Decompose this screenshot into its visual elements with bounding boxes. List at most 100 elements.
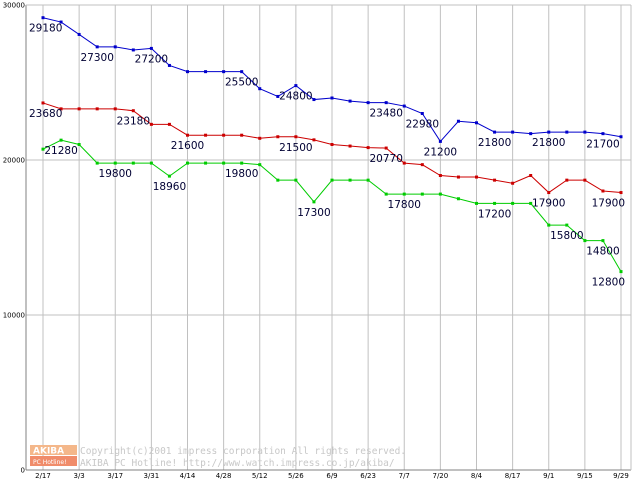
data-point	[511, 130, 515, 134]
data-point	[240, 133, 244, 137]
data-point	[167, 63, 171, 67]
data-point	[420, 112, 424, 115]
x-tick-label: 6/9	[326, 472, 337, 480]
data-point	[41, 101, 45, 105]
data-point	[95, 161, 99, 165]
data-point	[475, 121, 478, 125]
data-label: 17800	[388, 199, 421, 211]
data-point	[59, 20, 63, 24]
akiba-logo-bottom	[30, 456, 77, 466]
data-point	[204, 133, 208, 137]
data-point	[204, 161, 208, 165]
data-label: 24800	[279, 91, 312, 103]
data-point	[456, 175, 460, 179]
data-point	[41, 147, 45, 151]
x-tick-label: 7/7	[399, 472, 410, 480]
data-point	[330, 96, 334, 100]
series-2: 23680 23180 21600 21500 20770 17900 17900	[29, 101, 625, 210]
data-point	[420, 192, 424, 196]
data-point	[77, 143, 81, 146]
copyright-line: Copyright(c)2001 impress corporation All…	[80, 446, 406, 457]
copyright-watermark: AKIBA PC Hotline! Copyright(c)2001 impre…	[30, 445, 406, 469]
data-point	[276, 94, 280, 98]
data-point	[493, 178, 497, 182]
data-point	[348, 99, 352, 103]
data-point	[366, 178, 370, 182]
data-label: 12800	[592, 277, 625, 289]
axes	[25, 4, 632, 471]
data-point	[475, 175, 478, 179]
data-label: 21800	[532, 137, 565, 149]
data-label: 23480	[369, 108, 402, 120]
data-point	[77, 107, 81, 111]
data-point	[167, 174, 171, 178]
data-point	[511, 201, 515, 205]
data-point	[258, 163, 262, 167]
data-label: 17200	[478, 208, 511, 220]
series-lines: 29180 27300 27200 25500 24800 23480 22980 21200…	[29, 16, 625, 289]
data-point	[258, 136, 262, 140]
data-point	[258, 87, 262, 91]
data-point	[438, 139, 442, 143]
data-label: 22980	[406, 119, 439, 131]
data-point	[619, 135, 623, 139]
akiba-logo-top	[30, 445, 77, 455]
hotline-logo-text: PC Hotline!	[33, 459, 66, 466]
x-tick-label: 3/3	[73, 472, 84, 480]
data-point	[402, 104, 406, 108]
data-point	[438, 192, 442, 196]
data-label: 20770	[369, 153, 402, 165]
data-label: 25500	[225, 77, 258, 89]
data-label: 29180	[29, 23, 62, 35]
data-point	[131, 161, 135, 165]
data-label: 17300	[297, 207, 330, 219]
data-point	[384, 101, 388, 105]
data-point	[59, 138, 63, 142]
data-point	[348, 144, 352, 148]
data-label: 21700	[586, 139, 619, 151]
data-point	[547, 130, 551, 134]
data-point	[113, 161, 117, 165]
data-point	[131, 109, 135, 113]
data-point	[366, 101, 370, 105]
data-point	[131, 48, 135, 52]
data-point	[583, 239, 587, 243]
x-tick-label: 3/31	[144, 472, 160, 480]
y-tick-label: 30000	[3, 2, 25, 10]
data-label: 27300	[80, 52, 113, 64]
data-point	[583, 178, 587, 182]
data-label: 15800	[550, 230, 583, 242]
data-point	[77, 32, 81, 36]
data-label: 27200	[135, 53, 168, 65]
data-label: 21200	[424, 146, 457, 158]
data-point	[59, 107, 63, 111]
x-tick-label: 8/4	[471, 472, 483, 480]
y-tick-labels: 0 10000 20000 30000	[3, 2, 25, 475]
x-tick-label: 8/17	[505, 472, 521, 480]
x-tick-label: 4/28	[216, 472, 232, 480]
data-point	[186, 133, 189, 137]
data-point	[186, 161, 189, 165]
x-tick-label: 6/23	[360, 472, 376, 480]
data-point	[529, 174, 533, 177]
data-point	[149, 161, 153, 165]
x-tick-label: 7/20	[433, 472, 449, 480]
data-point	[384, 192, 388, 196]
data-label: 14800	[586, 246, 619, 258]
data-point	[330, 178, 334, 182]
data-point	[511, 181, 515, 185]
y-tick-label: 0	[21, 467, 25, 475]
series-3: 21280 19800 18960 19800 17300 17800 17200 15800…	[41, 138, 625, 289]
data-point	[529, 201, 533, 205]
data-label: 17900	[592, 198, 625, 210]
data-point	[402, 161, 406, 165]
data-point	[312, 98, 316, 102]
data-point	[240, 70, 244, 74]
data-label: 19800	[99, 168, 132, 180]
data-label: 21600	[171, 140, 204, 152]
data-point	[222, 161, 226, 165]
data-label: 21800	[478, 137, 511, 149]
data-point	[312, 200, 316, 204]
y-tick-label: 20000	[3, 157, 25, 165]
data-point	[366, 146, 370, 150]
